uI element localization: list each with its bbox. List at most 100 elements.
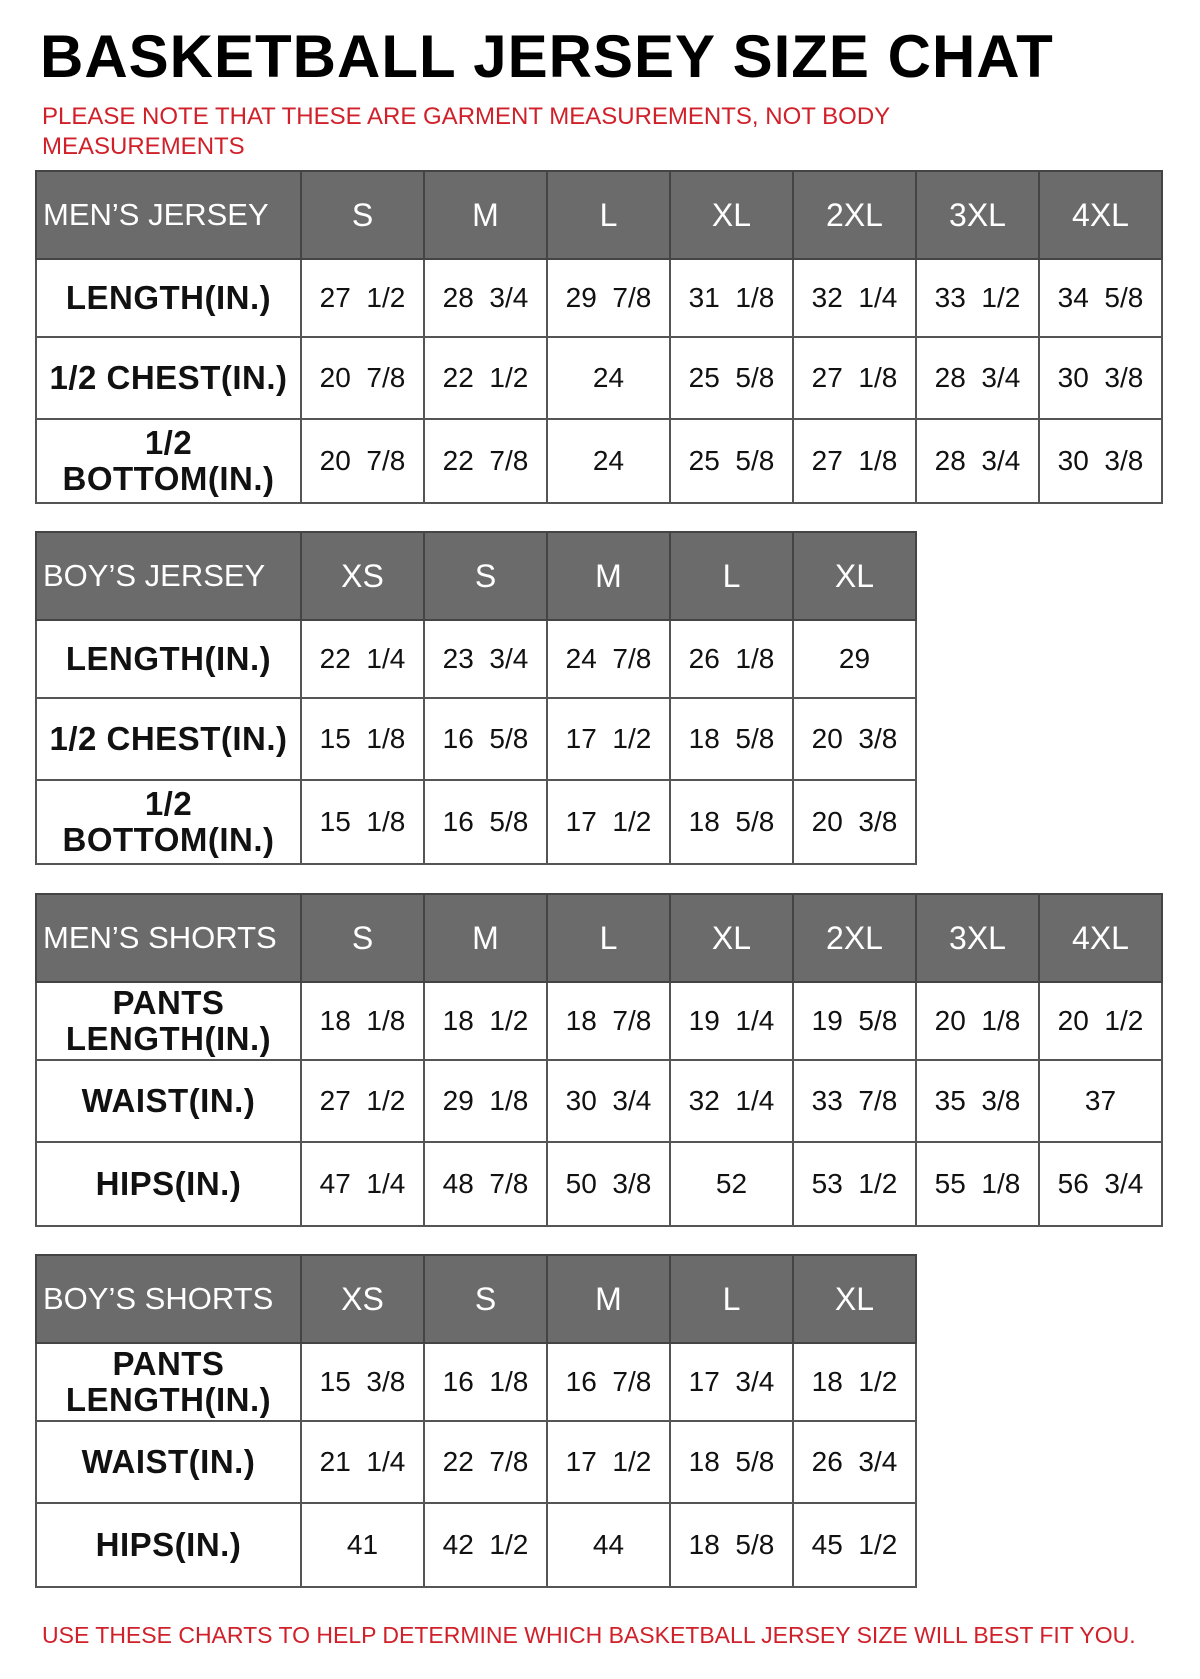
- size-header: L: [546, 893, 671, 983]
- measurement-label: 1/2 CHEST(IN.): [35, 697, 302, 781]
- measurement-value: 30 3/8: [1038, 418, 1163, 504]
- measurement-label: LENGTH(IN.): [35, 258, 302, 338]
- measurement-value: 18 5/8: [669, 779, 794, 865]
- measurement-value: 15 1/8: [300, 697, 425, 781]
- measurement-value: 44: [546, 1502, 671, 1588]
- measurement-value: 18 1/8: [300, 981, 425, 1061]
- size-header: M: [546, 1254, 671, 1344]
- measurement-value: 30 3/8: [1038, 336, 1163, 420]
- size-header: XL: [669, 893, 794, 983]
- size-header: M: [423, 893, 548, 983]
- measurement-value: 30 3/4: [546, 1059, 671, 1143]
- measurement-value: 37: [1038, 1059, 1163, 1143]
- size-header: XL: [792, 1254, 917, 1344]
- measurement-value: 27 1/8: [792, 418, 917, 504]
- measurement-label: LENGTH(IN.): [35, 619, 302, 699]
- measurement-value: 18 5/8: [669, 1420, 794, 1504]
- size-header: XS: [300, 531, 425, 621]
- size-header: 2XL: [792, 893, 917, 983]
- measurement-value: 25 5/8: [669, 336, 794, 420]
- header-row: MEN’S SHORTS S M L XL 2XL 3XL 4XL: [35, 893, 1163, 983]
- measurement-value: 16 5/8: [423, 779, 548, 865]
- measurement-value: 27 1/2: [300, 1059, 425, 1143]
- measurement-label: HIPS(IN.): [35, 1141, 302, 1227]
- footer-note: USE THESE CHARTS TO HELP DETERMINE WHICH…: [42, 1622, 1136, 1648]
- table-row: 1/2 CHEST(IN.) 20 7/8 22 1/2 24 25 5/8 27 1/8…: [35, 336, 1163, 420]
- measurement-value: 56 3/4: [1038, 1141, 1163, 1227]
- measurement-value: 20 7/8: [300, 336, 425, 420]
- measurement-value: 33 7/8: [792, 1059, 917, 1143]
- measurement-value: 17 1/2: [546, 697, 671, 781]
- measurement-value: 18 5/8: [669, 1502, 794, 1588]
- measurement-value: 25 5/8: [669, 418, 794, 504]
- size-header: S: [423, 531, 548, 621]
- measurement-value: 21 1/4: [300, 1420, 425, 1504]
- size-header: S: [300, 170, 425, 260]
- measurement-value: 23 3/4: [423, 619, 548, 699]
- size-header: L: [669, 531, 794, 621]
- measurement-value: 19 5/8: [792, 981, 917, 1061]
- measurement-value: 20 3/8: [792, 779, 917, 865]
- size-header: 4XL: [1038, 170, 1163, 260]
- size-header: L: [546, 170, 671, 260]
- measurement-value: 15 3/8: [300, 1342, 425, 1422]
- measurement-value: 19 1/4: [669, 981, 794, 1061]
- measurement-value: 28 3/4: [423, 258, 548, 338]
- measurement-value: 33 1/2: [915, 258, 1040, 338]
- measurement-value: 32 1/4: [792, 258, 917, 338]
- header-row: BOY’S SHORTS XS S M L XL: [35, 1254, 917, 1344]
- measurement-value: 34 5/8: [1038, 258, 1163, 338]
- size-header: 3XL: [915, 893, 1040, 983]
- header-row: MEN’S JERSEY S M L XL 2XL 3XL 4XL: [35, 170, 1163, 260]
- measurement-value: 53 1/2: [792, 1141, 917, 1227]
- measurement-value: 28 3/4: [915, 336, 1040, 420]
- table-row: 1/2 BOTTOM(IN.) 15 1/8 16 5/8 17 1/2 18 5/8 2…: [35, 779, 917, 865]
- measurement-value: 29 7/8: [546, 258, 671, 338]
- measurement-value: 20 7/8: [300, 418, 425, 504]
- table-row: HIPS(IN.) 47 1/4 48 7/8 50 3/8 52 53 1/2 55 1/…: [35, 1141, 1163, 1227]
- measurement-value: 15 1/8: [300, 779, 425, 865]
- size-header: XL: [792, 531, 917, 621]
- measurement-value: 17 3/4: [669, 1342, 794, 1422]
- measurement-value: 35 3/8: [915, 1059, 1040, 1143]
- measurement-label: 1/2 BOTTOM(IN.): [35, 779, 302, 865]
- measurement-value: 48 7/8: [423, 1141, 548, 1227]
- size-table-men-s-shorts: MEN’S SHORTS S M L XL 2XL 3XL 4XL PANTS LENGTH(I…: [35, 893, 1163, 1227]
- measurement-value: 26 3/4: [792, 1420, 917, 1504]
- size-header: 4XL: [1038, 893, 1163, 983]
- measurement-value: 16 5/8: [423, 697, 548, 781]
- measurement-value: 41: [300, 1502, 425, 1588]
- size-header: 2XL: [792, 170, 917, 260]
- measurement-value: 20 1/8: [915, 981, 1040, 1061]
- measurement-value: 16 1/8: [423, 1342, 548, 1422]
- table-row: LENGTH(IN.) 27 1/2 28 3/4 29 7/8 31 1/8 32 1/…: [35, 258, 1163, 338]
- table-row: PANTS LENGTH(IN.) 18 1/8 18 1/2 18 7/8 19 1/…: [35, 981, 1163, 1061]
- table-row: WAIST(IN.) 21 1/4 22 7/8 17 1/2 18 5/8 26 3/4: [35, 1420, 917, 1504]
- size-header: S: [423, 1254, 548, 1344]
- measurement-label: PANTS LENGTH(IN.): [35, 1342, 302, 1422]
- measurement-value: 24: [546, 418, 671, 504]
- size-header: L: [669, 1254, 794, 1344]
- measurement-value: 28 3/4: [915, 418, 1040, 504]
- table-label: BOY’S SHORTS: [35, 1254, 302, 1344]
- size-header: M: [423, 170, 548, 260]
- size-header: 3XL: [915, 170, 1040, 260]
- measurement-value: 22 7/8: [423, 418, 548, 504]
- measurement-value: 16 7/8: [546, 1342, 671, 1422]
- measurement-label: WAIST(IN.): [35, 1420, 302, 1504]
- measurement-value: 42 1/2: [423, 1502, 548, 1588]
- measurement-value: 17 1/2: [546, 779, 671, 865]
- size-header: S: [300, 893, 425, 983]
- measurement-label: HIPS(IN.): [35, 1502, 302, 1588]
- table-row: HIPS(IN.) 41 42 1/2 44 18 5/8 45 1/2: [35, 1502, 917, 1588]
- measurement-value: 31 1/8: [669, 258, 794, 338]
- measurement-value: 22 1/4: [300, 619, 425, 699]
- measurement-value: 29: [792, 619, 917, 699]
- size-header: M: [546, 531, 671, 621]
- size-header: XL: [669, 170, 794, 260]
- table-row: WAIST(IN.) 27 1/2 29 1/8 30 3/4 32 1/4 33 7/8…: [35, 1059, 1163, 1143]
- page-title: BASKETBALL JERSEY SIZE CHAT: [40, 23, 1054, 90]
- table-row: LENGTH(IN.) 22 1/4 23 3/4 24 7/8 26 1/8 29: [35, 619, 917, 699]
- garment-note: PLEASE NOTE THAT THESE ARE GARMENT MEASU…: [42, 103, 890, 160]
- measurement-label: WAIST(IN.): [35, 1059, 302, 1143]
